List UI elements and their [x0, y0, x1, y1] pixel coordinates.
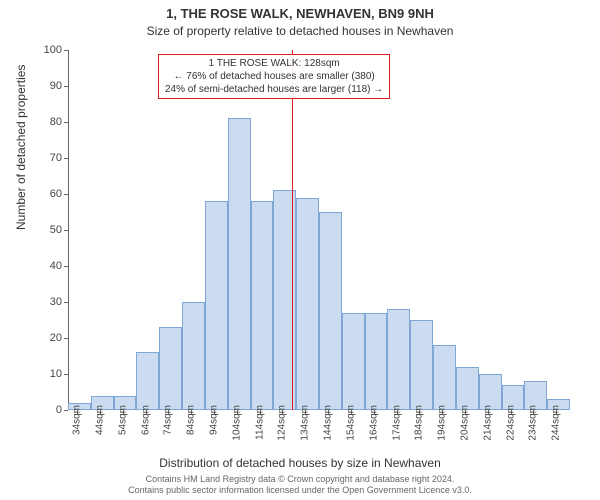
footer-line: Contains HM Land Registry data © Crown c…	[0, 474, 600, 485]
histogram-bar	[319, 212, 342, 410]
x-tick-label: 244sqm	[551, 405, 562, 441]
histogram-bar	[387, 309, 410, 410]
x-tick-label: 134sqm	[300, 405, 311, 441]
histogram-bar	[273, 190, 296, 410]
reference-line	[292, 50, 293, 410]
y-tick-label: 70	[32, 152, 62, 164]
y-tick-mark	[64, 50, 68, 51]
histogram-bar	[136, 352, 159, 410]
x-tick-label: 194sqm	[437, 405, 448, 441]
x-tick-label: 74sqm	[163, 405, 174, 435]
y-tick-mark	[64, 86, 68, 87]
histogram-bar	[433, 345, 456, 410]
y-tick-label: 10	[32, 368, 62, 380]
y-axis-label: Number of detached properties	[14, 65, 28, 230]
histogram-bar	[251, 201, 274, 410]
y-tick-label: 20	[32, 332, 62, 344]
y-tick-mark	[64, 194, 68, 195]
x-tick-label: 224sqm	[505, 405, 516, 441]
histogram-bar	[205, 201, 228, 410]
x-tick-label: 114sqm	[254, 405, 265, 440]
x-tick-label: 214sqm	[482, 405, 493, 441]
chart-plot-area: 010203040506070809010034sqm44sqm54sqm64s…	[68, 50, 570, 410]
y-tick-label: 60	[32, 188, 62, 200]
histogram-bar	[159, 327, 182, 410]
histogram-bar	[365, 313, 388, 410]
histogram-bar	[342, 313, 365, 410]
y-tick-label: 40	[32, 260, 62, 272]
histogram-bar	[296, 198, 319, 410]
y-tick-mark	[64, 158, 68, 159]
y-tick-label: 90	[32, 80, 62, 92]
page-subtitle: Size of property relative to detached ho…	[0, 24, 600, 38]
x-tick-label: 54sqm	[117, 405, 128, 435]
y-tick-label: 30	[32, 296, 62, 308]
attribution-footer: Contains HM Land Registry data © Crown c…	[0, 474, 600, 496]
y-tick-mark	[64, 410, 68, 411]
x-tick-label: 174sqm	[391, 405, 402, 441]
y-tick-label: 0	[32, 404, 62, 416]
y-tick-mark	[64, 302, 68, 303]
y-tick-label: 80	[32, 116, 62, 128]
x-tick-label: 124sqm	[277, 405, 288, 441]
y-tick-mark	[64, 230, 68, 231]
x-tick-label: 34sqm	[72, 405, 83, 435]
y-tick-mark	[64, 374, 68, 375]
annotation-line: ← 76% of detached houses are smaller (38…	[165, 70, 383, 83]
histogram-bar	[182, 302, 205, 410]
x-tick-label: 94sqm	[209, 405, 220, 435]
x-tick-label: 234sqm	[528, 405, 539, 441]
x-tick-label: 144sqm	[323, 405, 334, 441]
histogram-bar	[456, 367, 479, 410]
x-tick-label: 64sqm	[140, 405, 151, 435]
footer-line: Contains public sector information licen…	[0, 485, 600, 496]
page-title: 1, THE ROSE WALK, NEWHAVEN, BN9 9NH	[0, 6, 600, 21]
x-tick-label: 154sqm	[345, 405, 356, 441]
y-tick-mark	[64, 266, 68, 267]
x-tick-label: 44sqm	[94, 405, 105, 435]
x-tick-label: 84sqm	[186, 405, 197, 435]
y-tick-mark	[64, 338, 68, 339]
x-tick-label: 184sqm	[414, 405, 425, 441]
x-axis-label: Distribution of detached houses by size …	[0, 456, 600, 470]
annotation-box: 1 THE ROSE WALK: 128sqm← 76% of detached…	[158, 54, 390, 99]
histogram-bar	[410, 320, 433, 410]
annotation-line: 24% of semi-detached houses are larger (…	[165, 83, 383, 96]
x-tick-label: 204sqm	[460, 405, 471, 441]
y-tick-label: 100	[32, 44, 62, 56]
histogram-bar	[228, 118, 251, 410]
x-tick-label: 164sqm	[368, 405, 379, 441]
x-tick-label: 104sqm	[231, 405, 242, 441]
annotation-line: 1 THE ROSE WALK: 128sqm	[165, 57, 383, 70]
y-tick-label: 50	[32, 224, 62, 236]
y-tick-mark	[64, 122, 68, 123]
